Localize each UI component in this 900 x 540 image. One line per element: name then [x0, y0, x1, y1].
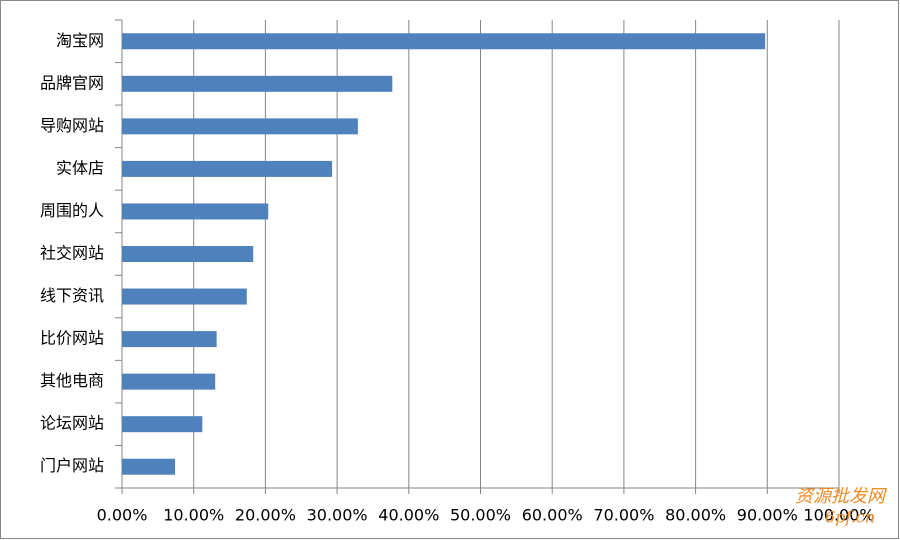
bar [122, 160, 333, 177]
bar [122, 118, 358, 135]
x-tick-label: 80.00% [665, 506, 726, 525]
y-tick-label: 品牌官网 [40, 73, 104, 92]
bar [122, 75, 393, 92]
y-tick-label: 比价网站 [40, 329, 104, 348]
x-tick-label: 10.00% [163, 506, 224, 525]
bar [122, 246, 254, 262]
y-tick-label: 淘宝网 [56, 31, 104, 50]
bar [122, 331, 217, 348]
bar [122, 458, 176, 475]
y-tick-label: 实体店 [56, 158, 104, 177]
y-tick-label: 门户网站 [40, 456, 104, 475]
x-tick-label: 20.00% [235, 506, 296, 525]
y-tick-label: 论坛网站 [40, 414, 104, 433]
x-tick-label: 60.00% [522, 506, 583, 525]
x-tick-label: 30.00% [307, 506, 368, 525]
bar [122, 373, 216, 390]
bar [122, 203, 269, 220]
x-tick-label: 90.00% [737, 506, 798, 525]
x-tick-label: 0.00% [97, 506, 148, 525]
watermark: 6pf.cn [825, 508, 875, 527]
y-tick-label: 其他电商 [40, 371, 104, 390]
watermark: 资源批发网 [795, 486, 887, 507]
x-tick-label: 40.00% [378, 506, 439, 525]
y-tick-label: 导购网站 [40, 116, 104, 135]
x-tick-label: 100.00% [803, 506, 874, 525]
x-tick-label: 70.00% [593, 506, 654, 525]
bar [122, 288, 247, 305]
y-tick-label: 线下资讯 [40, 286, 104, 305]
bar [122, 416, 203, 433]
y-tick-label: 社交网站 [40, 244, 104, 263]
y-tick-label: 周围的人 [40, 201, 104, 220]
bar [122, 33, 766, 50]
x-tick-label: 50.00% [450, 506, 511, 525]
